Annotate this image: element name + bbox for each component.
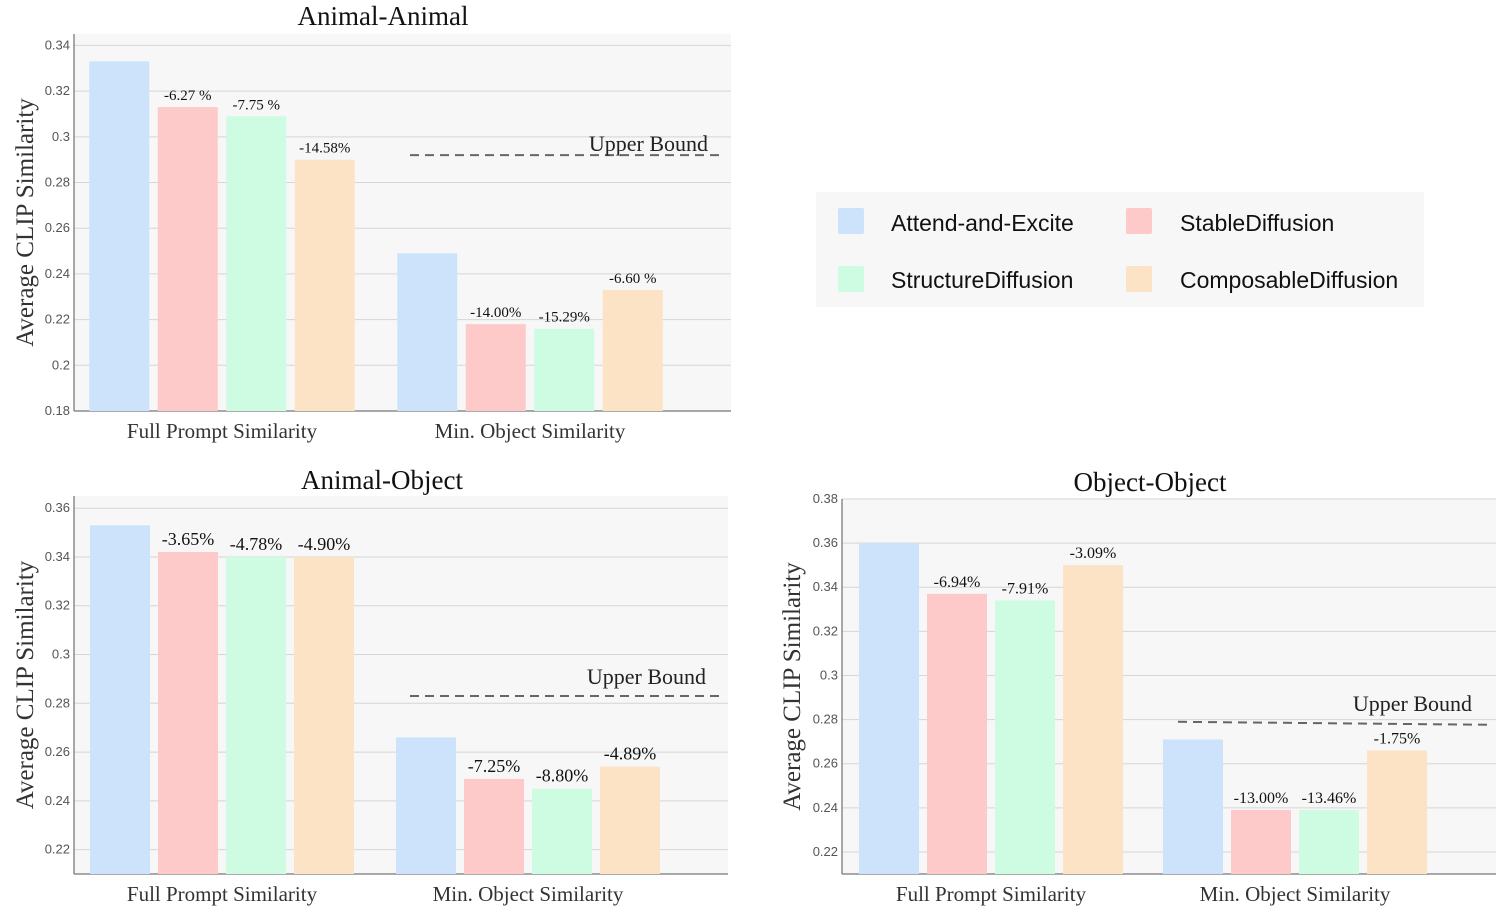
legend-label-composablediffusion: ComposableDiffusion (1180, 267, 1398, 293)
chart-title: Object-Object (1074, 467, 1227, 497)
y-tick-label: 0.24 (45, 793, 70, 808)
data-label: -6.27 % (164, 88, 212, 104)
y-tick-label: 0.32 (45, 83, 70, 98)
upper-bound-line (1177, 720, 1491, 726)
y-tick-label: 0.34 (45, 549, 70, 564)
bar-composablediffusion-0 (1063, 565, 1123, 874)
y-tick-label: 0.28 (813, 712, 838, 727)
y-tick-label: 0.3 (820, 667, 838, 682)
y-axis-label: Average CLIP Similarity (779, 562, 806, 811)
legend-background (816, 192, 1424, 307)
y-tick-label: 0.38 (813, 491, 838, 506)
data-label: -13.46% (1302, 790, 1357, 807)
chart-title: Animal-Object (301, 465, 463, 495)
data-label: -1.75% (1374, 730, 1421, 747)
legend-swatch-composablediffusion (1126, 266, 1152, 292)
y-tick-label: 0.26 (45, 744, 70, 759)
y-tick-label: 0.24 (813, 800, 838, 815)
x-tick-label: Min. Object Similarity (1200, 882, 1391, 906)
y-tick-label: 0.3 (52, 647, 70, 662)
data-label: -13.00% (1234, 790, 1289, 807)
data-label: -6.60 % (609, 271, 657, 287)
y-tick-label: 0.32 (45, 598, 70, 613)
bar-stablediffusion-0 (158, 552, 218, 874)
bar-stablediffusion-0 (927, 593, 987, 874)
data-label: -15.29% (539, 310, 590, 326)
data-label: -6.94% (934, 574, 981, 591)
chart-0: 0.18 0.2 0.22 0.24 0.26 0.28 0.3 0.32 0.34 -6.27 … (12, 1, 731, 443)
legend-label-attend-and-excite: Attend-and-Excite (891, 210, 1074, 236)
legend-label-structurediffusion: StructureDiffusion (891, 267, 1073, 293)
bar-stablediffusion-1 (464, 778, 524, 874)
data-label: -14.00% (470, 305, 521, 321)
data-label: -3.09% (1070, 545, 1117, 562)
chart-1: 0.22 0.24 0.26 0.28 0.3 0.32 0.34 0.36 -3.65% -4.… (12, 465, 728, 906)
y-tick-label: 0.18 (45, 403, 70, 418)
data-label: -4.90% (298, 534, 351, 554)
data-label: -8.80% (536, 766, 589, 786)
x-tick-label: Full Prompt Similarity (127, 882, 318, 906)
x-tick-label: Full Prompt Similarity (127, 419, 318, 443)
y-tick-label: 0.22 (45, 842, 70, 857)
chart-2: 0.22 0.24 0.26 0.28 0.3 0.32 0.34 0.36 0.38 -6.94… (779, 467, 1496, 906)
y-tick-label: 0.24 (45, 266, 70, 281)
bar-attend-and-excite-1 (396, 737, 456, 874)
bar-structurediffusion-0 (226, 556, 286, 874)
y-tick-label: 0.2 (52, 357, 70, 372)
y-tick-label: 0.3 (52, 129, 70, 144)
y-tick-label: 0.36 (45, 500, 70, 515)
data-label: -7.25% (468, 756, 521, 776)
bar-stablediffusion-1 (1231, 810, 1291, 874)
legend-swatch-attend-and-excite (838, 208, 864, 234)
data-label: -3.65% (162, 529, 215, 549)
bar-stablediffusion-0 (157, 107, 218, 412)
y-axis-label: Average CLIP Similarity (12, 98, 39, 347)
x-tick-label: Min. Object Similarity (435, 419, 626, 443)
y-tick-label: 0.28 (45, 175, 70, 190)
upper-bound-label: Upper Bound (1353, 691, 1472, 716)
bar-structurediffusion-0 (995, 600, 1055, 874)
y-tick-label: 0.36 (813, 535, 838, 550)
bar-composablediffusion-0 (294, 159, 355, 411)
bar-composablediffusion-0 (294, 556, 354, 874)
upper-bound-label: Upper Bound (589, 131, 708, 156)
bar-attend-and-excite-0 (859, 543, 919, 874)
bar-composablediffusion-1 (1367, 750, 1427, 874)
y-tick-label: 0.34 (45, 37, 70, 52)
bar-attend-and-excite-0 (90, 525, 150, 874)
legend: Attend-and-Excite StableDiffusion Struct… (816, 192, 1424, 307)
y-tick-label: 0.28 (45, 695, 70, 710)
legend-swatch-structurediffusion (838, 266, 864, 292)
y-tick-label: 0.22 (813, 844, 838, 859)
data-label: -7.91% (1002, 580, 1049, 597)
bar-composablediffusion-1 (600, 766, 660, 874)
x-tick-label: Full Prompt Similarity (896, 882, 1087, 906)
y-tick-label: 0.32 (813, 623, 838, 638)
bar-structurediffusion-1 (532, 788, 592, 874)
bar-attend-and-excite-1 (397, 253, 458, 411)
bar-composablediffusion-1 (602, 289, 663, 411)
upper-bound-label: Upper Bound (587, 664, 706, 689)
data-label: -7.75 % (233, 97, 281, 113)
y-axis-label: Average CLIP Similarity (12, 560, 39, 809)
y-tick-label: 0.22 (45, 312, 70, 327)
x-tick-label: Min. Object Similarity (433, 882, 624, 906)
bar-attend-and-excite-0 (89, 61, 150, 411)
y-tick-label: 0.26 (45, 220, 70, 235)
bar-structurediffusion-1 (1299, 810, 1359, 874)
legend-swatch-stablediffusion (1126, 208, 1152, 234)
bar-stablediffusion-1 (465, 324, 526, 411)
data-label: -14.58% (299, 141, 350, 157)
legend-label-stablediffusion: StableDiffusion (1180, 210, 1334, 236)
data-label: -4.78% (230, 534, 283, 554)
data-label: -4.89% (604, 744, 657, 764)
bar-structurediffusion-1 (534, 328, 595, 411)
y-tick-label: 0.34 (813, 579, 838, 594)
charts-group: 0.18 0.2 0.22 0.24 0.26 0.28 0.3 0.32 0.34 -6.27 … (12, 1, 1496, 906)
bar-structurediffusion-0 (226, 116, 287, 411)
bar-attend-and-excite-1 (1163, 739, 1223, 874)
chart-title: Animal-Animal (298, 1, 469, 31)
y-tick-label: 0.26 (813, 756, 838, 771)
